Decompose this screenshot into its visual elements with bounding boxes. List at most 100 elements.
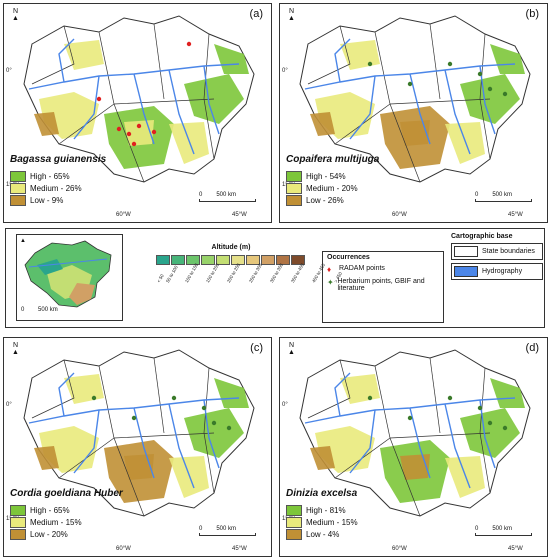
- legend-item-medium: Medium - 15%: [10, 516, 82, 528]
- legend-swatch: [286, 516, 302, 528]
- herbarium-point: [447, 395, 453, 401]
- state-boundary: [113, 432, 215, 439]
- suitability-zone-high: [490, 378, 525, 408]
- scale-line: [475, 533, 532, 536]
- state-boundary: [153, 23, 165, 100]
- inset-scale-end: 500 km: [38, 307, 58, 313]
- herbarium-point: [477, 71, 483, 77]
- river: [133, 73, 155, 145]
- scale-line: [199, 533, 256, 536]
- occurrences-legend: Occurrences ♦ RADAM points ✦ Herbarium p…: [322, 251, 444, 323]
- suitability-zone-low: [310, 112, 335, 136]
- radam-point: [131, 141, 137, 147]
- legend-label: Medium - 15%: [30, 517, 82, 527]
- suitability-legend: High - 65% Medium - 26% Low - 9%: [10, 170, 82, 206]
- scale-line: [475, 199, 532, 202]
- north-arrow-icon: N ▲: [12, 342, 19, 356]
- legend-item-high: High - 65%: [10, 504, 82, 516]
- north-label: N: [288, 8, 294, 15]
- herbarium-point: [226, 425, 232, 431]
- suitability-zone-low: [34, 112, 59, 136]
- lon-tick-right: 45°W: [232, 546, 247, 552]
- altitude-swatch: [171, 255, 185, 265]
- suitability-zone-medium: [445, 456, 485, 498]
- lon-tick-left: 60°W: [392, 212, 407, 218]
- herbarium-point: [367, 395, 373, 401]
- state-boundary: [389, 103, 421, 183]
- herbarium-point: [487, 420, 493, 426]
- river: [58, 38, 75, 83]
- species-name: Copaifera multijuga: [286, 154, 380, 165]
- legend-item-medium: Medium - 15%: [286, 516, 358, 528]
- state-boundary: [429, 23, 441, 100]
- herbarium-point: [502, 425, 508, 431]
- state-boundary: [203, 367, 215, 494]
- river: [444, 403, 471, 489]
- state-boundary: [31, 25, 75, 85]
- north-label: N: [288, 342, 294, 349]
- radam-point: [186, 41, 192, 47]
- altitude-class-label: 300 to 350: [268, 262, 284, 284]
- altitude-title: Altitude (m): [211, 244, 251, 251]
- lon-tick-left: 60°W: [116, 212, 131, 218]
- legend-swatch: [10, 194, 26, 206]
- hydrography-label: Hydrography: [482, 268, 523, 275]
- radam-point: [136, 123, 142, 129]
- herbarium-point: [201, 405, 207, 411]
- north-label: N: [12, 342, 18, 349]
- suitability-legend: High - 81% Medium - 15% Low - 4%: [286, 504, 358, 540]
- river: [133, 407, 155, 479]
- legend-item-medium: Medium - 26%: [10, 182, 82, 194]
- suitability-zone-low: [400, 120, 430, 146]
- scale-zero: 0: [199, 192, 203, 198]
- radam-label: RADAM points: [339, 265, 385, 272]
- lon-tick-left: 60°W: [116, 546, 131, 552]
- radam-point: [151, 129, 157, 135]
- scale-zero: 0: [475, 526, 479, 532]
- suitability-zone-high: [214, 44, 249, 74]
- state-boundary: [113, 103, 145, 183]
- altitude-class-label: 250 to 300: [247, 262, 263, 284]
- state-boundary: [389, 432, 491, 439]
- altitude-swatch: [291, 255, 305, 265]
- suitability-zone-medium: [124, 120, 154, 146]
- lon-tick-right: 45°W: [508, 212, 523, 218]
- scalebar: 0 500 km: [475, 192, 532, 202]
- herbarium-point: [171, 395, 177, 401]
- state-boundaries-label: State boundaries: [482, 248, 535, 255]
- herbarium-point: [407, 81, 413, 87]
- suitability-zone-medium: [445, 122, 485, 164]
- altitude-class-label: 100 to 150: [183, 262, 199, 284]
- river: [73, 75, 100, 140]
- scale-zero: 0: [199, 526, 203, 532]
- state-boundary: [479, 33, 491, 160]
- herbarium-point: [131, 415, 137, 421]
- state-boundary: [153, 357, 165, 434]
- suitability-legend: High - 65% Medium - 15% Low - 20%: [10, 504, 82, 540]
- legend-item-medium: Medium - 20%: [286, 182, 358, 194]
- altitude-swatch: [186, 255, 200, 265]
- altitude-swatch: [246, 255, 260, 265]
- herbarium-point: [367, 61, 373, 67]
- state-boundary: [389, 437, 421, 517]
- state-boundary: [389, 98, 491, 105]
- radam-point-icon: ♦: [327, 265, 332, 274]
- herbarium-point: [91, 395, 97, 401]
- legend-label: Low - 4%: [306, 529, 340, 539]
- altitude-class-label: 50 to 100: [164, 264, 179, 284]
- legend-label: High - 54%: [306, 171, 346, 181]
- panel-letter: (b): [525, 8, 539, 20]
- species-name: Dinizia excelsa: [286, 488, 358, 499]
- legend-item-low: Low - 20%: [10, 528, 82, 540]
- legend-item-low: Low - 4%: [286, 528, 358, 540]
- north-label: N: [12, 8, 18, 15]
- altitude-swatch: [276, 255, 290, 265]
- herbarium-label: Herbarium points, GBIF and literature: [337, 278, 425, 292]
- state-boundaries-swatch: [454, 246, 478, 257]
- state-boundary: [31, 359, 75, 419]
- inset-scale-zero: 0: [21, 307, 25, 313]
- suitability-zone-low: [124, 454, 154, 480]
- scalebar: 0 500 km: [199, 192, 256, 202]
- scalebar: 0 500 km: [199, 526, 256, 536]
